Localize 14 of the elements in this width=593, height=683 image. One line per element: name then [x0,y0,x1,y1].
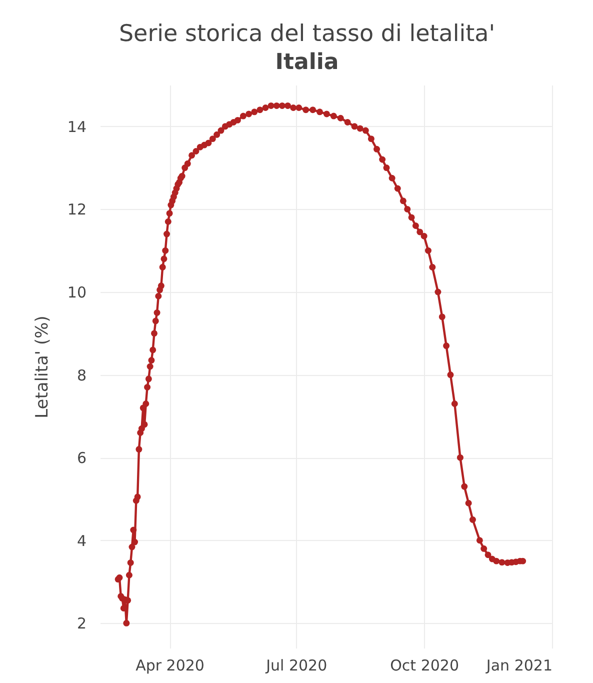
y-tick-label: 12 [67,200,86,219]
x-tick-label: Jan 2021 [485,656,552,674]
y-tick-label: 4 [76,532,86,550]
chart-subtitle: Italia [275,50,339,75]
x-tick-label: Jul 2020 [265,656,328,674]
y-tick-label: 2 [76,614,86,633]
x-tick-label: Oct 2020 [390,656,459,674]
chart-title: Serie storica del tasso di letalita' [118,21,496,47]
y-tick-label: 10 [67,283,86,302]
y-tick-label: 8 [76,366,86,384]
y-tick-label: 6 [76,449,86,468]
x-tick-label: Apr 2020 [136,656,204,674]
y-tick-label: 14 [67,118,86,136]
y-axis-title: Letalita' (%) [32,316,52,418]
